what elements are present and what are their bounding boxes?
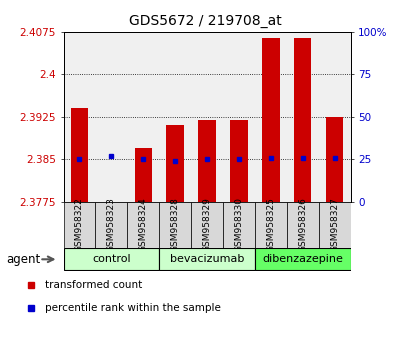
Bar bbox=[286, 202, 318, 248]
Bar bbox=[70, 108, 88, 202]
Bar bbox=[261, 38, 279, 202]
Text: GSM958323: GSM958323 bbox=[107, 197, 116, 252]
Bar bbox=[254, 202, 286, 248]
Bar bbox=[325, 117, 343, 202]
Bar bbox=[134, 148, 152, 202]
Text: GSM958329: GSM958329 bbox=[202, 197, 211, 252]
Bar bbox=[318, 202, 350, 248]
Text: GSM958330: GSM958330 bbox=[234, 197, 243, 252]
Text: percentile rank within the sample: percentile rank within the sample bbox=[45, 303, 220, 313]
Text: control: control bbox=[92, 254, 130, 264]
Bar bbox=[159, 248, 254, 270]
Bar bbox=[63, 248, 159, 270]
Text: dibenzazepine: dibenzazepine bbox=[262, 254, 342, 264]
Bar bbox=[222, 202, 254, 248]
Bar bbox=[127, 202, 159, 248]
Bar bbox=[63, 202, 95, 248]
Text: bevacizumab: bevacizumab bbox=[169, 254, 244, 264]
Bar bbox=[191, 202, 222, 248]
Bar bbox=[159, 202, 191, 248]
Text: agent: agent bbox=[7, 253, 40, 266]
Text: GSM958322: GSM958322 bbox=[75, 198, 84, 252]
Text: GSM958324: GSM958324 bbox=[138, 198, 147, 252]
Text: GSM958327: GSM958327 bbox=[329, 197, 338, 252]
Text: GSM958326: GSM958326 bbox=[297, 197, 306, 252]
Bar bbox=[166, 125, 184, 202]
Text: GSM958325: GSM958325 bbox=[266, 197, 275, 252]
Text: GSM958328: GSM958328 bbox=[170, 197, 179, 252]
Bar bbox=[254, 248, 350, 270]
Bar bbox=[229, 120, 247, 202]
Bar bbox=[95, 202, 127, 248]
Text: transformed count: transformed count bbox=[45, 280, 142, 290]
Bar bbox=[198, 120, 215, 202]
Bar bbox=[293, 38, 311, 202]
Text: GDS5672 / 219708_at: GDS5672 / 219708_at bbox=[128, 14, 281, 28]
